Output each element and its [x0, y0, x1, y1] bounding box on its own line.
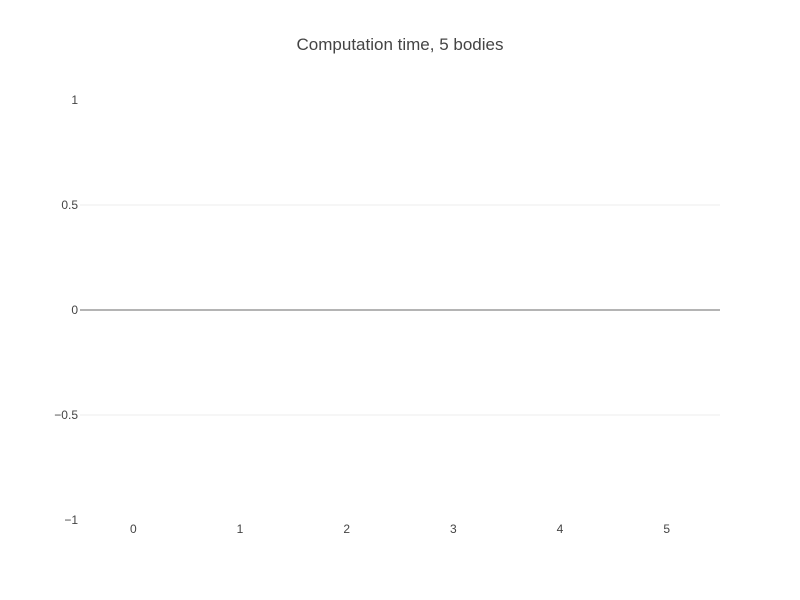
x-tick-label: 2 [343, 522, 350, 536]
chart-title: Computation time, 5 bodies [297, 35, 504, 54]
y-tick-label: −1 [64, 513, 78, 527]
y-tick-label: 0.5 [61, 198, 78, 212]
y-tick-label: 0 [71, 303, 78, 317]
x-tick-label: 4 [557, 522, 564, 536]
grid-layer [80, 204, 720, 416]
x-tick-label: 0 [130, 522, 137, 536]
y-tick-label: 1 [71, 93, 78, 107]
x-tick-label: 5 [663, 522, 670, 536]
x-tick-label: 3 [450, 522, 457, 536]
x-axis: 0 1 2 3 4 5 [130, 522, 670, 536]
y-tick-label: −0.5 [54, 408, 78, 422]
y-axis: −1 −0.5 0 0.5 1 [54, 93, 78, 527]
x-tick-label: 1 [237, 522, 244, 536]
